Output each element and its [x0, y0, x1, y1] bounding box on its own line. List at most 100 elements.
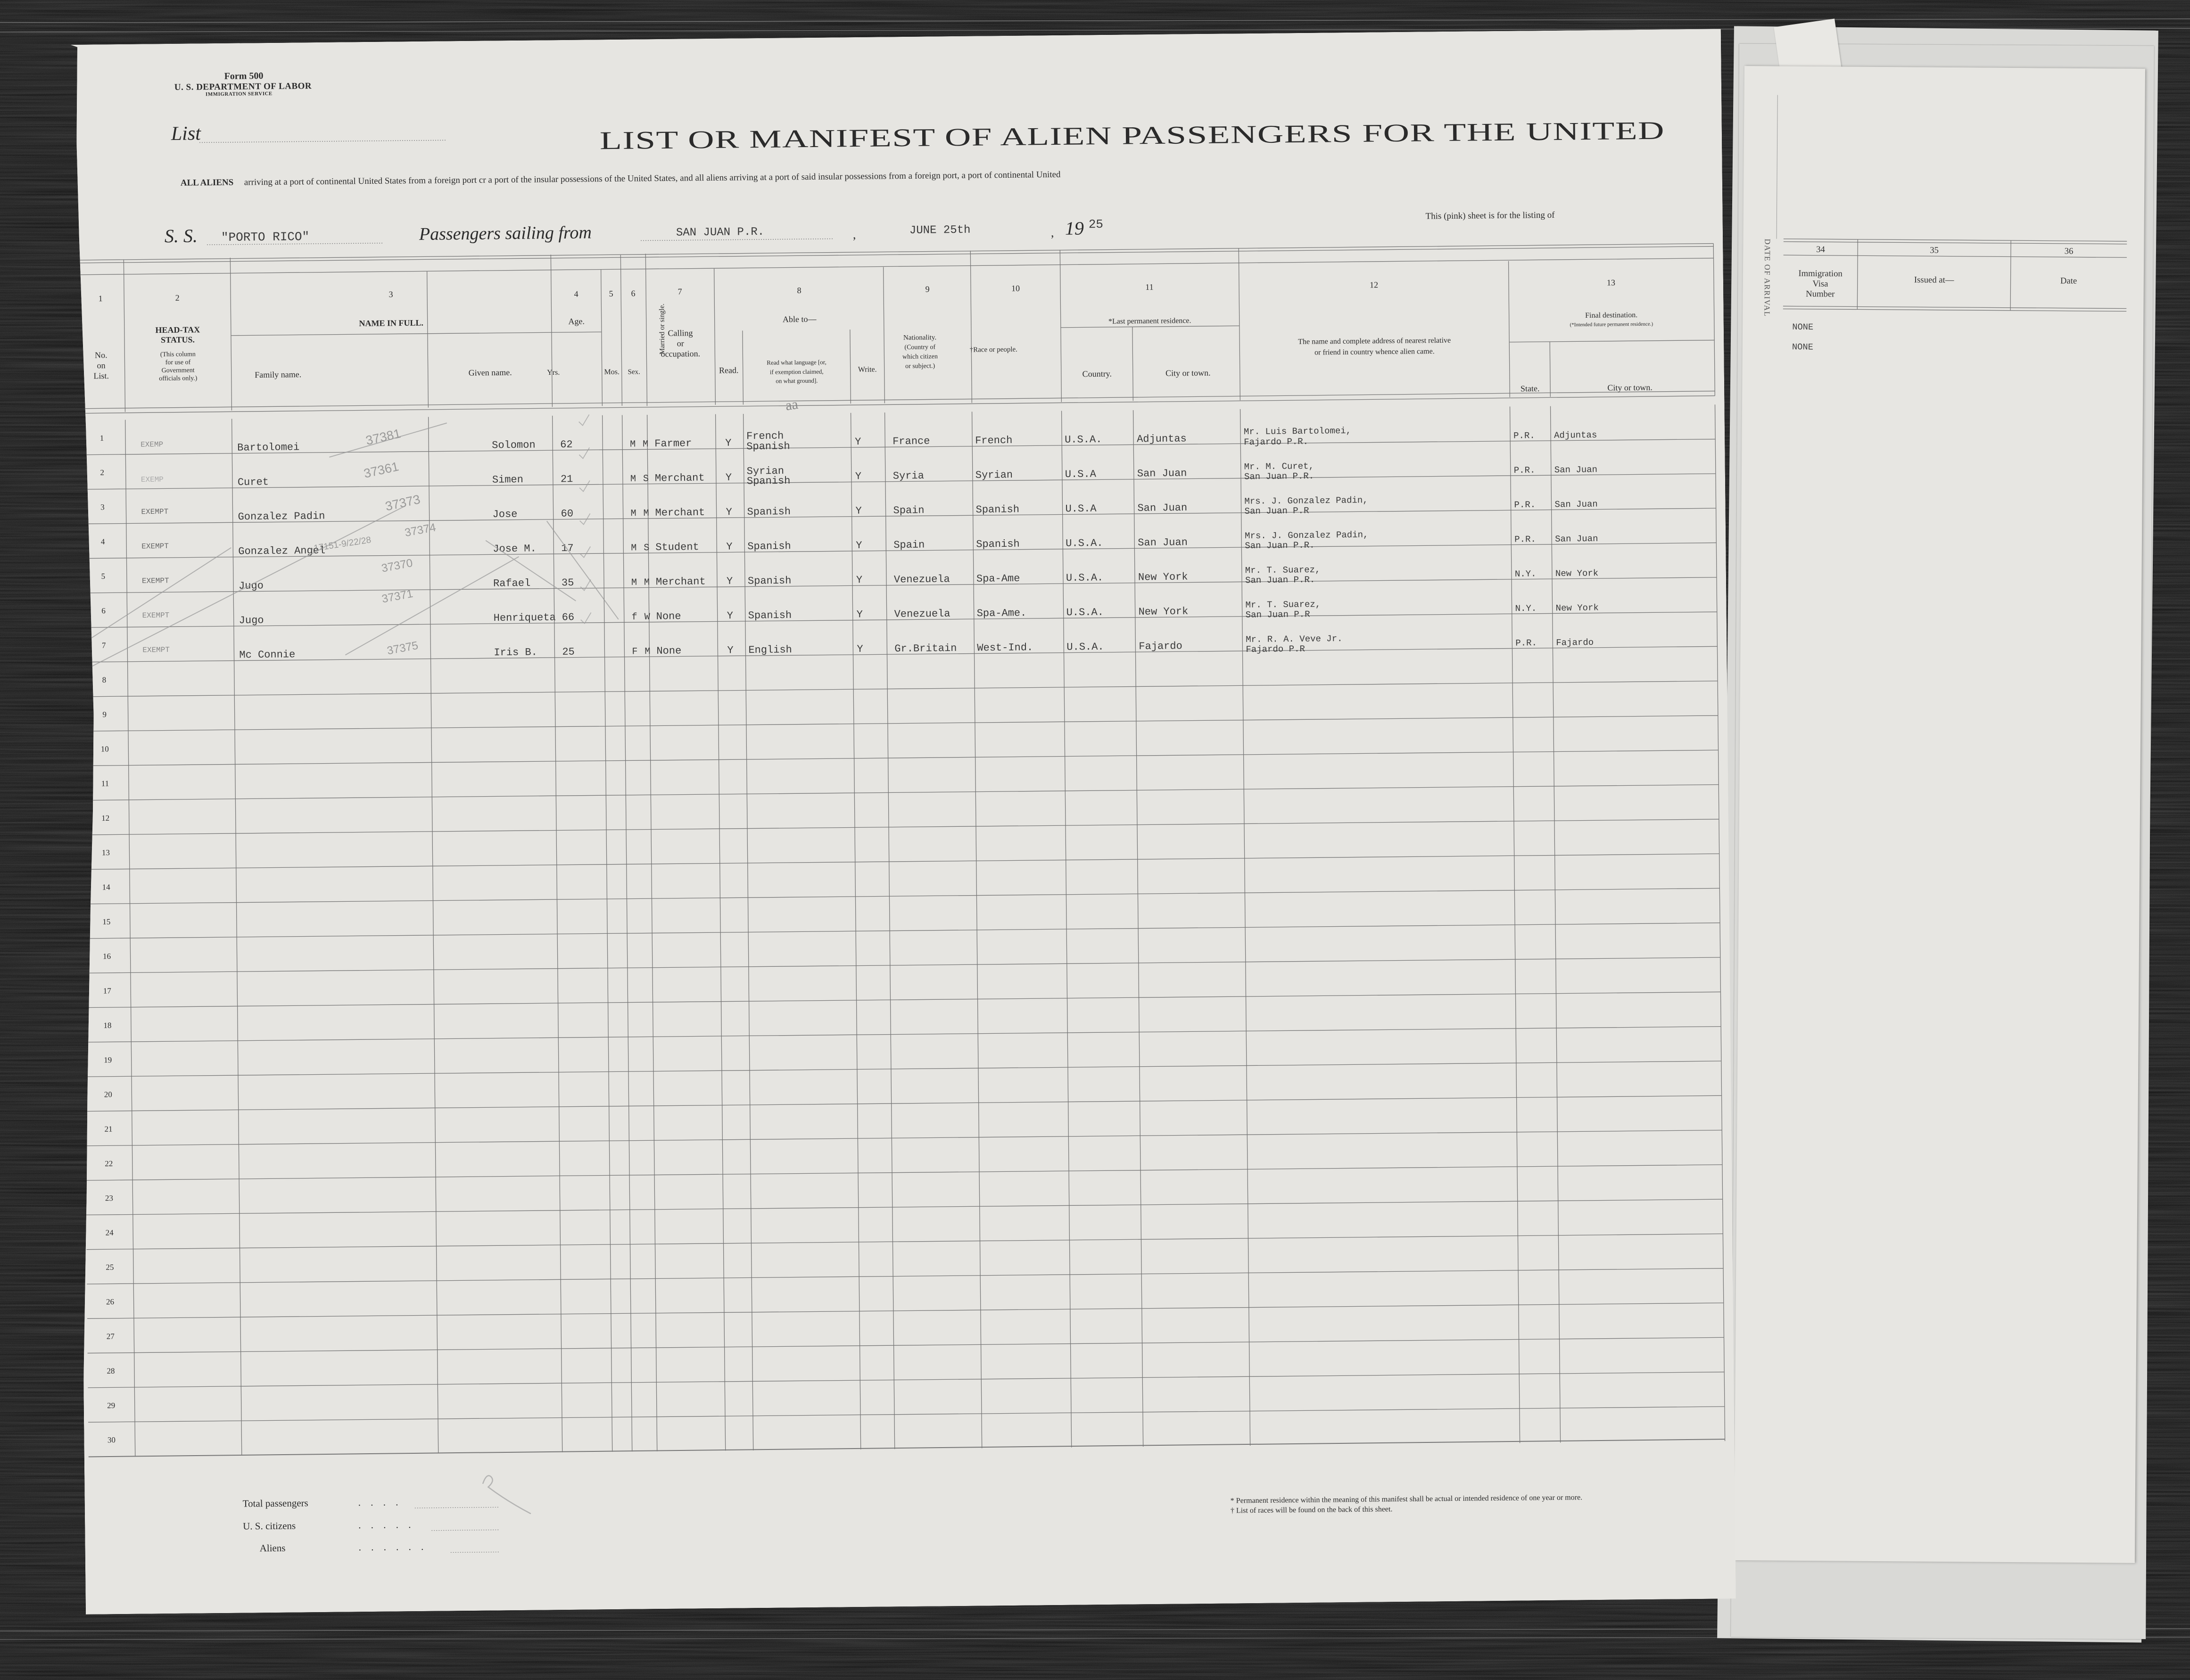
svg-text:Mr. Luis Bartolomei,: Mr. Luis Bartolomei,: [1244, 426, 1351, 437]
svg-text:Y: Y: [855, 436, 861, 448]
svg-text:M: M: [645, 646, 650, 657]
svg-text:Jose: Jose: [492, 509, 517, 521]
svg-text:7: 7: [102, 641, 106, 650]
svg-text:. . . .: . . . .: [358, 1496, 402, 1508]
svg-text:West-Ind.: West-Ind.: [977, 642, 1033, 654]
svg-text:13: 13: [102, 848, 110, 857]
svg-text:San Juan P.R.: San Juan P.R.: [1244, 471, 1314, 482]
svg-text:S: S: [644, 543, 649, 553]
svg-text:Mr. M. Curet,: Mr. M. Curet,: [1244, 461, 1314, 472]
svg-text:21: 21: [561, 473, 573, 485]
svg-text:Immigration: Immigration: [1798, 269, 1843, 279]
svg-text:Adjuntas: Adjuntas: [1137, 433, 1187, 445]
svg-text:Merchant: Merchant: [655, 472, 705, 484]
svg-text:Y: Y: [726, 472, 732, 484]
svg-text:3: 3: [100, 502, 105, 511]
svg-text:1: 1: [99, 294, 103, 303]
svg-text:aa: aa: [785, 396, 799, 414]
svg-text:Spanish: Spanish: [747, 475, 791, 487]
svg-text:Sex.: Sex.: [628, 368, 640, 376]
svg-text:San Juan: San Juan: [1137, 502, 1187, 514]
svg-text:Rafael: Rafael: [493, 577, 530, 590]
svg-text:NONE: NONE: [1792, 342, 1813, 352]
svg-text:Y: Y: [855, 470, 861, 482]
svg-text:Spanish: Spanish: [746, 440, 790, 453]
svg-text:Fajardo: Fajardo: [1139, 640, 1182, 652]
svg-text:New York: New York: [1556, 602, 1599, 613]
svg-text:State.: State.: [1521, 384, 1540, 393]
svg-text:City or town.: City or town.: [1165, 368, 1211, 378]
svg-text:. . . . .: . . . . .: [358, 1519, 414, 1531]
svg-text:Mos.: Mos.: [604, 368, 620, 376]
svg-text:19: 19: [104, 1055, 112, 1064]
svg-text:Mc Connie: Mc Connie: [239, 649, 295, 661]
svg-text:9: 9: [102, 710, 107, 719]
svg-text:San Juan P.R.: San Juan P.R.: [1245, 575, 1315, 585]
svg-text:Spa-Ame.: Spa-Ame.: [977, 607, 1027, 619]
svg-text:U.S.A.: U.S.A.: [1065, 434, 1102, 446]
svg-text:Syria: Syria: [893, 470, 924, 482]
svg-text:Read what language [or,: Read what language [or,: [767, 358, 826, 366]
svg-text:English: English: [748, 644, 792, 656]
svg-text:7: 7: [678, 287, 682, 296]
svg-text:Y: Y: [857, 643, 863, 655]
svg-text:Curet: Curet: [238, 476, 269, 488]
svg-text:†Race or people.: †Race or people.: [970, 346, 1017, 354]
svg-text:62: 62: [560, 439, 573, 451]
svg-text:Y: Y: [856, 574, 862, 586]
svg-text:M: M: [630, 508, 636, 519]
svg-text:Number: Number: [1806, 289, 1835, 299]
svg-text:P.R.: P.R.: [1515, 638, 1537, 648]
svg-text:35: 35: [562, 577, 574, 589]
svg-text:M: M: [644, 577, 650, 588]
svg-text:Mrs. J. Gonzalez Padin,: Mrs. J. Gonzalez Padin,: [1245, 530, 1368, 542]
svg-text:List.: List.: [93, 371, 109, 380]
svg-text:San Juan: San Juan: [1554, 464, 1597, 475]
svg-text:for use of: for use of: [165, 359, 191, 366]
svg-text:which citizen: which citizen: [902, 353, 938, 361]
svg-text:W: W: [645, 612, 650, 623]
svg-text:None: None: [656, 610, 681, 623]
svg-text:17: 17: [103, 986, 112, 995]
svg-text:U.S.A.: U.S.A.: [1066, 572, 1103, 584]
svg-text:Gr.Britain: Gr.Britain: [894, 642, 957, 655]
svg-text:Government: Government: [162, 367, 195, 374]
svg-text:or subject.): or subject.): [905, 362, 935, 370]
svg-text:10: 10: [1011, 284, 1020, 293]
svg-text:5: 5: [609, 289, 613, 298]
svg-text:San Juan: San Juan: [1138, 536, 1188, 549]
svg-text:F: F: [632, 646, 637, 657]
svg-text:36: 36: [2065, 246, 2074, 256]
svg-text:Y: Y: [726, 506, 732, 518]
svg-text:*Last permanent residence.: *Last permanent residence.: [1108, 317, 1191, 326]
svg-text:Adjuntas: Adjuntas: [1554, 430, 1597, 441]
svg-text:Solomon: Solomon: [492, 439, 536, 452]
svg-text:Fajardo: Fajardo: [1556, 637, 1594, 648]
svg-text:8: 8: [102, 675, 107, 684]
svg-text:"PORTO RICO": "PORTO RICO": [221, 230, 310, 245]
svg-text:New York: New York: [1555, 568, 1598, 579]
svg-text:66: 66: [562, 611, 575, 623]
svg-text:34: 34: [1816, 245, 1825, 255]
svg-text:Nationality.: Nationality.: [903, 334, 936, 342]
svg-text:or: or: [677, 338, 684, 348]
svg-text:HEAD-TAX: HEAD-TAX: [155, 325, 200, 335]
svg-text:U.S.A.: U.S.A.: [1066, 607, 1104, 619]
svg-text:Fajardo P.R.: Fajardo P.R.: [1244, 436, 1308, 447]
svg-text:M: M: [631, 543, 636, 553]
svg-text:M: M: [631, 577, 637, 588]
svg-text:,: ,: [1051, 226, 1054, 239]
svg-text:12: 12: [101, 814, 109, 823]
svg-text:29: 29: [107, 1401, 115, 1410]
svg-text:San Juan: San Juan: [1555, 534, 1598, 544]
svg-text:f: f: [632, 612, 637, 623]
svg-text:Venezuela: Venezuela: [894, 608, 950, 620]
svg-text:15: 15: [102, 917, 110, 926]
svg-text:EXEMPT: EXEMPT: [141, 508, 168, 517]
svg-text:1: 1: [100, 434, 104, 443]
svg-text:San Juan P.R.: San Juan P.R.: [1245, 540, 1314, 551]
svg-text:Spanish: Spanish: [976, 538, 1020, 551]
svg-text:60: 60: [561, 508, 573, 519]
svg-text:26: 26: [106, 1297, 114, 1306]
svg-text:New York: New York: [1138, 571, 1188, 584]
